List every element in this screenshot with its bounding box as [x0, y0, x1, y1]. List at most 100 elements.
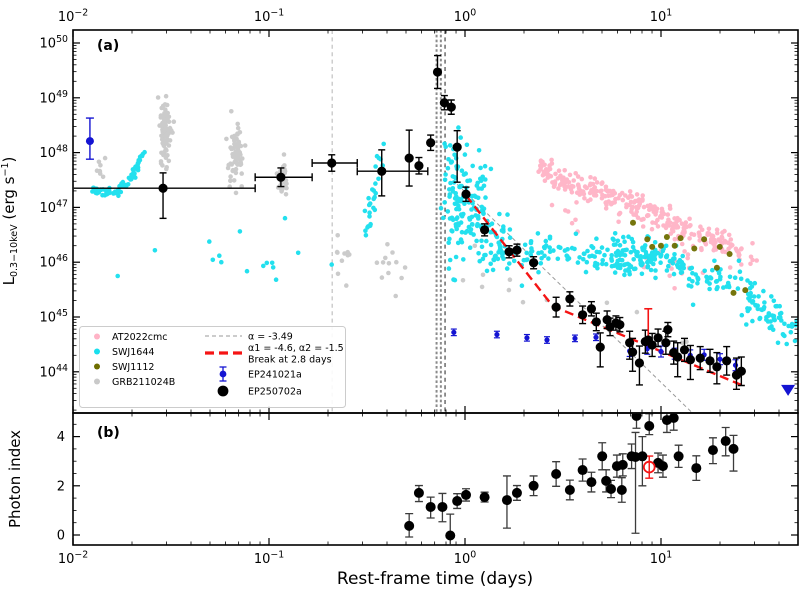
scatter-dot [623, 268, 628, 273]
scatter-dot [672, 252, 677, 257]
scatter-dot [235, 131, 240, 136]
scatter-dot [155, 95, 161, 100]
scatter-dot [115, 188, 120, 194]
x-axis-tick-label: 10−1 [254, 550, 284, 568]
scatter-dot [453, 191, 459, 196]
scatter-dot [507, 261, 512, 266]
scatter-dot [483, 177, 488, 182]
scatter-dot [689, 284, 694, 289]
scatter-dot [228, 178, 233, 184]
scatter-dot [380, 260, 386, 265]
scatter-dot [98, 163, 103, 168]
scatter-dot [441, 215, 446, 221]
alpha-decay-line [456, 184, 693, 413]
scatter-dot [543, 243, 549, 248]
scatter-dot [648, 203, 654, 209]
y-axis-b-tick-label: 4 [57, 430, 65, 445]
scatter-dot [386, 270, 391, 276]
scatter-dot [710, 233, 716, 239]
scatter-dot [525, 257, 530, 262]
scatter-dot [335, 271, 341, 277]
scatter-dot [455, 215, 460, 220]
photon-index-point [425, 501, 436, 512]
scatter-dot [519, 283, 525, 289]
scatter-dot [538, 159, 544, 165]
ep250702a-point [625, 338, 635, 348]
scatter-dot [707, 286, 712, 292]
scatter-dot [504, 266, 510, 271]
scatter-dot [573, 171, 578, 176]
scatter-dot [685, 252, 691, 257]
scatter-dot [507, 277, 513, 283]
ep250702a-point [679, 345, 690, 355]
scatter-dot [713, 264, 720, 271]
panel-a-plot-area [73, 30, 798, 413]
scatter-dot [753, 302, 758, 308]
photon-index-series [404, 413, 739, 545]
scatter-dot [562, 168, 567, 173]
ep250702a-point [512, 245, 522, 255]
scatter-dot [232, 141, 237, 147]
scatter-dot [376, 176, 381, 182]
scatter-dot [219, 259, 224, 265]
scatter-dot [702, 268, 707, 274]
scatter-dot [701, 236, 708, 243]
scatter-dot [742, 287, 749, 294]
scatter-dot [167, 138, 173, 143]
photon-index-point [631, 413, 642, 421]
legend-label: GRB211024B [112, 377, 175, 388]
scatter-dot [555, 256, 561, 262]
scatter-dot [631, 257, 636, 262]
scatter-dot [564, 177, 570, 182]
scatter-dot [545, 169, 550, 175]
scatter-dot [207, 239, 212, 244]
scatter-dot [738, 246, 744, 252]
series-ep250702a [73, 54, 746, 391]
y-axis-a-tick-label: 1044 [40, 363, 69, 381]
scatter-dot [697, 232, 702, 237]
legend-label: EP250702a [248, 387, 302, 398]
scatter-dot [627, 269, 632, 275]
scatter-dot [612, 231, 618, 236]
ep241021a-point [494, 331, 500, 338]
scatter-dot [640, 193, 645, 198]
scatter-dot [635, 215, 641, 220]
ep241021a-upper-limit-triangle [781, 384, 796, 396]
scatter-dot [772, 317, 777, 323]
scatter-dot [166, 114, 172, 120]
scatter-dot [666, 263, 671, 269]
scatter-dot [748, 294, 753, 300]
scatter-dot [689, 231, 694, 237]
scatter-dot [571, 184, 576, 189]
scatter-dot [574, 190, 580, 195]
photon-index-point [501, 495, 512, 506]
scatter-dot [163, 155, 169, 160]
scatter-dot [482, 163, 488, 169]
scatter-dot [118, 189, 124, 195]
scatter-dot [281, 152, 287, 157]
scatter-dot [469, 193, 475, 199]
scatter-dot [282, 163, 287, 168]
scatter-dot [682, 249, 687, 254]
photon-index-point [413, 487, 424, 498]
scatter-dot [605, 247, 610, 253]
scatter-dot [461, 172, 467, 177]
scatter-dot [581, 256, 586, 262]
scatter-dot [365, 225, 370, 230]
scatter-dot [100, 192, 105, 198]
scatter-dot [738, 276, 744, 282]
scatter-dot [483, 252, 488, 258]
ep250702a-point [276, 172, 286, 182]
scatter-dot [273, 277, 279, 283]
scatter-dot [609, 263, 615, 269]
scatter-dot [575, 174, 581, 179]
scatter-dot [480, 272, 486, 278]
scatter-dot [464, 228, 470, 234]
legend-label: SWJ1112 [112, 362, 154, 373]
scatter-dot [686, 276, 692, 282]
scatter-dot [520, 299, 526, 305]
scatter-dot [681, 262, 686, 268]
photon-index-point [637, 451, 648, 462]
scatter-dot [454, 226, 460, 232]
scatter-dot [717, 276, 723, 282]
